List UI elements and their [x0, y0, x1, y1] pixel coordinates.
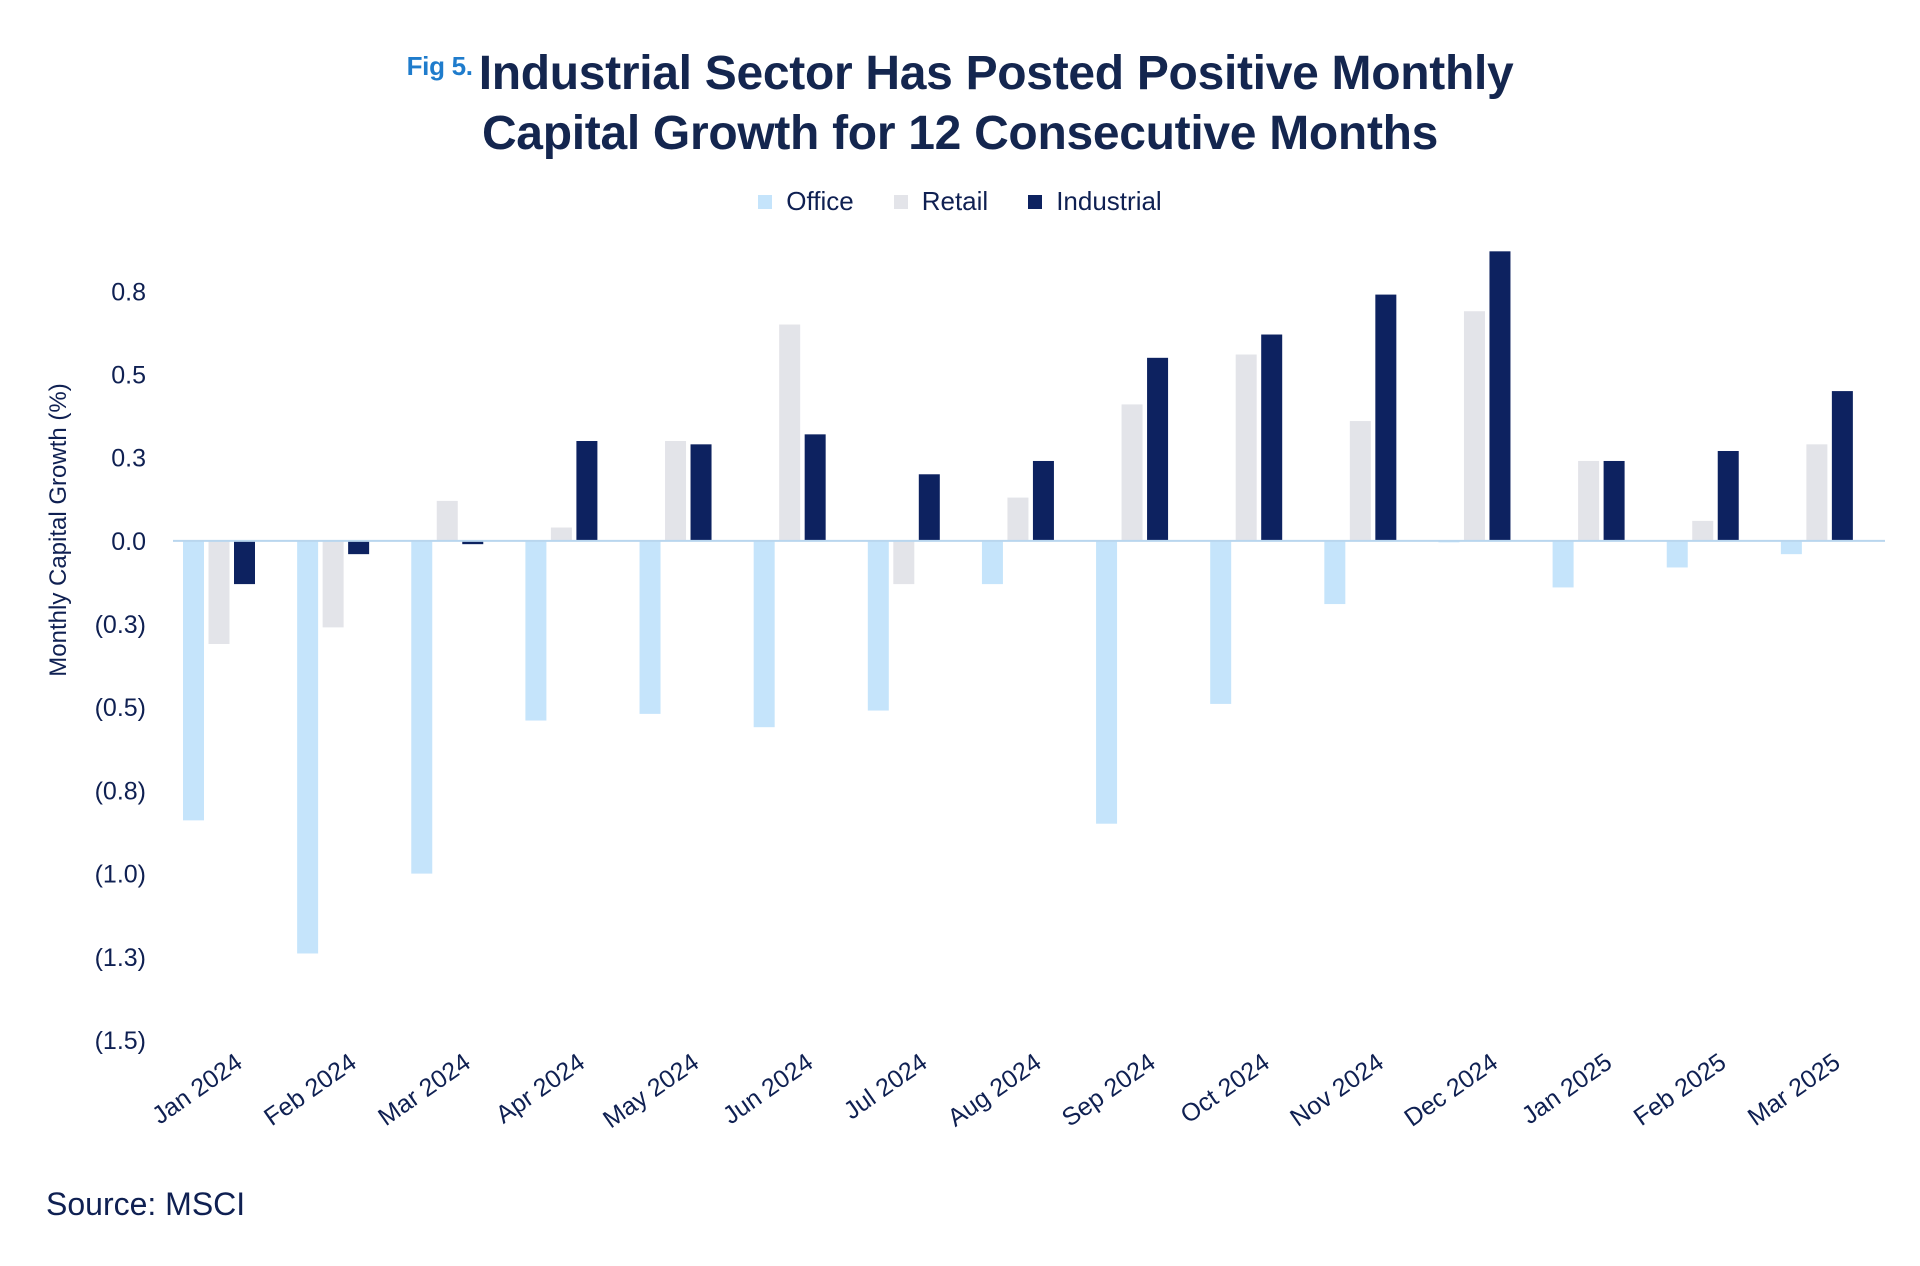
bar-office-mar-2025 [1780, 540, 1802, 555]
bar-industrial-mar-2024 [462, 540, 484, 545]
bar-office-aug-2024 [981, 540, 1003, 585]
bar-office-mar-2024 [411, 540, 433, 874]
legend-swatch-office [758, 194, 773, 209]
bar-industrial-jan-2024 [234, 540, 255, 585]
bar-industrial-sep-2024 [1147, 357, 1169, 541]
x-tick-label: Jan 2025 [1517, 1048, 1617, 1130]
bar-retail-feb-2025 [1692, 520, 1714, 541]
legend-label-industrial: Industrial [1056, 186, 1162, 216]
bar-retail-apr-2024 [550, 527, 572, 541]
x-tick-label: Dec 2024 [1399, 1048, 1503, 1132]
x-tick-label: Sep 2024 [1057, 1048, 1161, 1132]
title-text-1: Industrial Sector Has Posted Positive Mo… [478, 47, 1514, 100]
x-tick-label: Oct 2024 [1176, 1048, 1275, 1129]
y-tick-label: 0.8 [111, 278, 146, 306]
bar-retail-may-2024 [665, 441, 687, 541]
bar-office-feb-2025 [1666, 540, 1688, 568]
y-axis-label: Monthly Capital Growth (%) [45, 383, 72, 676]
title-line-1: Fig 5. Industrial Sector Has Posted Posit… [0, 36, 1920, 104]
x-tick-label: Jun 2024 [718, 1048, 818, 1130]
bar-series [183, 251, 1853, 954]
bar-retail-sep-2024 [1121, 404, 1143, 541]
x-tick-label: Mar 2024 [373, 1048, 476, 1132]
figure-label: Fig 5. [406, 51, 473, 81]
bar-retail-jan-2024 [208, 540, 230, 644]
bar-retail-mar-2024 [436, 500, 458, 541]
chart-legend: Office Retail Industrial [0, 186, 1920, 217]
bar-industrial-oct-2024 [1261, 334, 1283, 541]
x-tick-label: Jan 2024 [147, 1048, 247, 1130]
y-tick-label: (0.3) [95, 611, 146, 639]
bar-office-oct-2024 [1210, 540, 1232, 704]
x-tick-label: May 2024 [598, 1048, 704, 1134]
bar-retail-dec-2024 [1463, 311, 1485, 541]
x-tick-label: Feb 2024 [259, 1048, 362, 1132]
bar-retail-oct-2024 [1235, 354, 1257, 541]
legend-label-office: Office [786, 186, 854, 216]
legend-swatch-industrial [1028, 194, 1043, 209]
bar-retail-aug-2024 [1007, 497, 1029, 541]
x-axis-ticks: Jan 2024 Feb 2024 Mar 2024 Apr 2024 May 2024… [147, 1048, 1845, 1134]
bar-retail-mar-2025 [1806, 444, 1828, 541]
bar-industrial-apr-2024 [576, 441, 598, 541]
x-tick-label: Aug 2024 [943, 1048, 1047, 1132]
bar-industrial-feb-2025 [1717, 450, 1739, 541]
bar-industrial-jun-2024 [804, 434, 826, 541]
x-tick-label: Feb 2025 [1629, 1048, 1732, 1132]
bar-retail-nov-2024 [1349, 421, 1371, 541]
bar-office-nov-2024 [1324, 540, 1346, 605]
y-tick-label: 0.0 [111, 528, 146, 556]
bar-retail-jul-2024 [893, 540, 915, 585]
bar-office-jul-2024 [867, 540, 889, 711]
y-tick-label: (0.8) [95, 777, 146, 805]
y-tick-label: (1.0) [95, 861, 146, 889]
y-tick-label: (1.5) [95, 1027, 146, 1055]
bar-industrial-aug-2024 [1032, 460, 1054, 541]
x-tick-label: Jul 2024 [839, 1048, 933, 1125]
bar-office-sep-2024 [1096, 540, 1118, 824]
chart-title: Fig 5. Industrial Sector Has Posted Posit… [0, 36, 1920, 164]
legend-swatch-retail [893, 194, 908, 209]
y-tick-label: 0.5 [111, 361, 146, 389]
legend-item-office: Office [758, 186, 854, 217]
y-tick-label: 0.3 [111, 445, 146, 473]
legend-item-industrial: Industrial [1028, 186, 1162, 217]
bar-office-may-2024 [639, 540, 661, 714]
x-tick-label: Apr 2024 [491, 1048, 590, 1129]
bar-industrial-may-2024 [690, 444, 712, 541]
bar-retail-jan-2025 [1578, 460, 1600, 541]
y-axis-ticks: 0.8 0.5 0.3 0.0 (0.3) (0.5) (0.8) (1.0) (1.3) (1.… [95, 278, 146, 1055]
bar-industrial-mar-2025 [1831, 391, 1853, 541]
bar-office-apr-2024 [525, 540, 547, 721]
bar-office-feb-2024 [297, 540, 319, 954]
y-tick-label: (0.5) [95, 694, 146, 722]
x-tick-label: Nov 2024 [1285, 1048, 1389, 1132]
bar-office-jan-2025 [1552, 540, 1574, 588]
bar-retail-feb-2024 [322, 540, 344, 628]
legend-label-retail: Retail [921, 186, 989, 216]
x-tick-label: Mar 2025 [1743, 1048, 1846, 1132]
bar-office-jan-2024 [183, 540, 204, 821]
bar-industrial-nov-2024 [1375, 294, 1397, 541]
bar-industrial-jul-2024 [918, 474, 940, 541]
title-line-2: Capital Growth for 12 Consecutive Months [481, 107, 1439, 160]
bar-industrial-feb-2024 [348, 540, 370, 555]
bar-retail-jun-2024 [779, 324, 801, 541]
bar-industrial-jan-2025 [1603, 460, 1625, 541]
legend-item-retail: Retail [893, 186, 989, 217]
source-note: Source: MSCI [46, 1186, 246, 1222]
bar-industrial-dec-2024 [1489, 251, 1511, 541]
bar-office-jun-2024 [753, 540, 775, 728]
y-tick-label: (1.3) [95, 944, 146, 972]
